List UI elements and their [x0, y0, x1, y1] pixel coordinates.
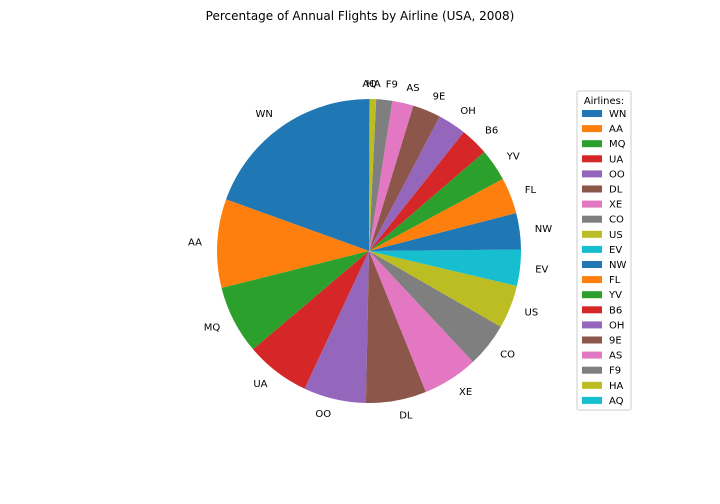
slice-label-fl: FL [525, 185, 537, 196]
slice-label-mq: MQ [204, 322, 221, 333]
legend-label-ua: UA [609, 154, 623, 165]
legend-label-dl: DL [609, 185, 623, 196]
legend-label-xe: XE [609, 200, 622, 211]
legend-swatch-ha [582, 381, 602, 389]
legend-items: WN AA MQ UA OO DL XE CO US EV NW FL YV B6 OH 9E AS F9 HA AQ [582, 109, 626, 407]
legend-swatch-oh [582, 321, 602, 329]
slice-label-9e: 9E [433, 91, 446, 102]
slice-label-as: AS [406, 83, 419, 94]
legend-label-co: CO [609, 215, 624, 226]
legend-swatch-wn [582, 110, 602, 117]
pie-slice-oh [369, 116, 464, 251]
pie-slice-9e [369, 105, 440, 251]
legend-swatch-ev [582, 245, 602, 253]
slice-label-xe: XE [459, 387, 472, 398]
pie-slice-as [369, 100, 414, 251]
legend-swatch-f9 [582, 366, 602, 374]
legend-label-us: US [609, 230, 623, 241]
legend-swatch-us [582, 230, 602, 238]
legend-label-aq: AQ [609, 396, 624, 407]
pie-slice-oo [304, 251, 369, 403]
legend-swatch-co [582, 215, 602, 223]
legend-label-yv: YV [608, 290, 622, 301]
pie-slice-ev [369, 249, 521, 286]
slice-label-oh: OH [460, 106, 475, 117]
slice-label-ha: HA [366, 79, 381, 90]
legend-label-f9: F9 [609, 366, 621, 377]
pie-slice-mq [221, 251, 369, 350]
legend-swatch-oo [582, 170, 602, 178]
legend-swatch-aa [582, 125, 602, 133]
pie-slice-us [369, 251, 517, 327]
legend-label-aa: AA [609, 124, 623, 135]
legend-label-b6: B6 [609, 305, 622, 316]
slice-label-ev: EV [535, 265, 548, 276]
chart-title: Percentage of Annual Flights by Airline … [206, 9, 515, 23]
pie-slice-ha [369, 99, 377, 251]
legend-label-oo: OO [609, 169, 625, 180]
pie-slice-nw [369, 213, 521, 251]
legend-swatch-aq [582, 396, 602, 404]
slice-label-yv: YV [506, 151, 520, 162]
pie-slice-aa [217, 199, 369, 288]
legend-label-9e: 9E [609, 336, 622, 347]
slice-label-dl: DL [399, 410, 413, 421]
legend: Airlines: WN AA MQ UA OO DL XE CO US EV NW FL YV B6 OH… [576, 90, 632, 411]
slice-label-ua: UA [253, 379, 267, 390]
slice-label-oo: OO [315, 409, 331, 420]
legend-swatch-9e [582, 336, 602, 344]
pie-slice-fl [369, 178, 517, 251]
legend-label-as: AS [609, 351, 622, 362]
legend-swatch-as [582, 351, 602, 359]
pie-slice-wn [226, 99, 369, 251]
legend-label-oh: OH [609, 320, 624, 331]
legend-title: Airlines: [584, 96, 624, 107]
pie-slice-b6 [369, 132, 485, 251]
slice-label-nw: NW [535, 224, 552, 235]
legend-label-ha: HA [609, 381, 624, 392]
slice-label-aa: AA [188, 238, 202, 249]
slice-label-f9: F9 [386, 80, 398, 91]
legend-label-fl: FL [609, 275, 621, 286]
legend-label-nw: NW [609, 260, 626, 271]
legend-swatch-ua [582, 155, 602, 163]
pie-slice-f9 [369, 99, 393, 251]
pie-slice-co [369, 251, 501, 362]
pie-slice-dl [365, 251, 426, 404]
slice-label-wn: WN [256, 109, 273, 120]
pie-slices [217, 98, 521, 404]
legend-swatch-dl [582, 185, 602, 193]
slice-label-co: CO [500, 350, 515, 361]
legend-swatch-b6 [582, 306, 602, 314]
pie-slice-xe [369, 251, 473, 392]
slice-label-b6: B6 [485, 126, 498, 137]
legend-swatch-nw [582, 261, 602, 268]
slice-label-us: US [525, 308, 539, 319]
pie-slice-ua [253, 251, 369, 389]
legend-swatch-mq [582, 140, 602, 148]
legend-label-wn: WN [609, 109, 626, 120]
slice-label-aq: AQ [362, 79, 377, 90]
legend-label-ev: EV [609, 245, 622, 256]
pie-slice-aq [369, 98, 371, 252]
legend-label-mq: MQ [609, 139, 626, 150]
legend-swatch-xe [582, 200, 602, 208]
legend-swatch-fl [582, 276, 602, 284]
legend-swatch-yv [582, 291, 602, 299]
pie-slice-yv [369, 151, 503, 251]
